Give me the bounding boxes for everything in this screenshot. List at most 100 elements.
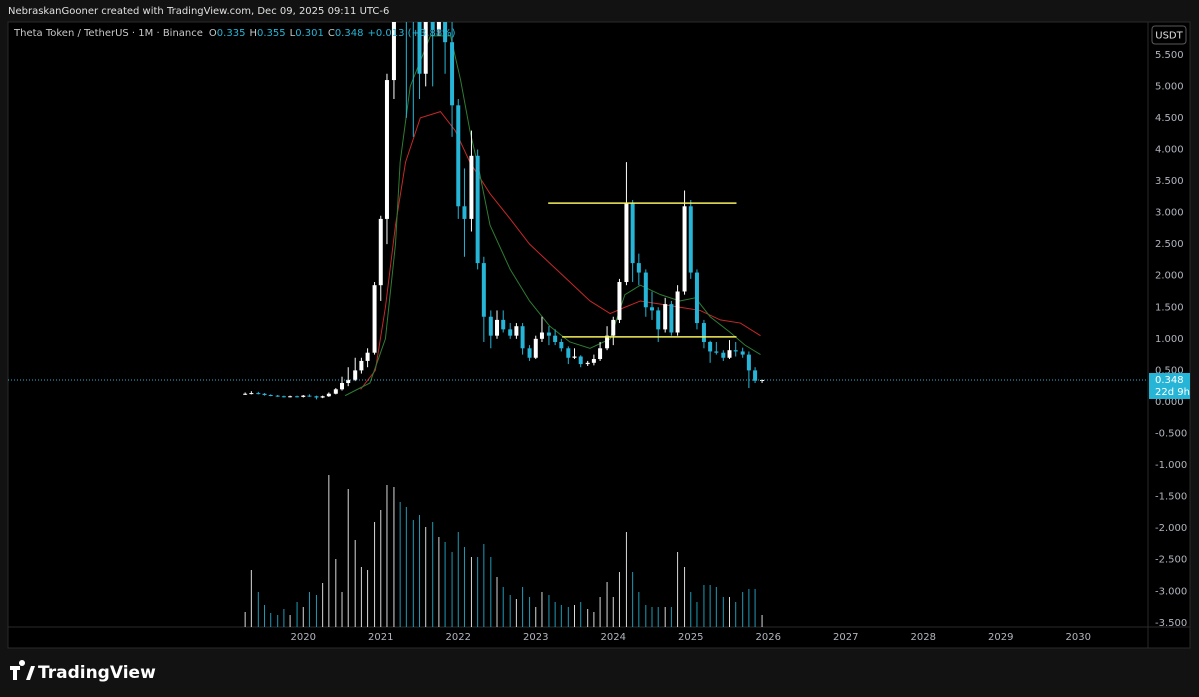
ohlc-value: 0.348 — [335, 28, 364, 39]
last-price-label: 0.348 — [1155, 375, 1184, 386]
y-tick-label: 3.000 — [1155, 208, 1184, 219]
change: +0.013 (+3.88%) — [367, 28, 455, 39]
candle-body — [578, 356, 583, 365]
candle-body — [423, 22, 428, 74]
moving-average — [360, 111, 761, 390]
x-tick-label: 2021 — [368, 632, 393, 643]
candle-body — [591, 359, 596, 363]
candle-body — [378, 218, 383, 286]
brand: TradingView — [38, 663, 156, 683]
candle-body — [314, 396, 319, 398]
x-tick-label: 2029 — [988, 632, 1013, 643]
y-tick-label: 5.000 — [1155, 81, 1184, 92]
candle-body — [714, 351, 719, 353]
candle-body — [559, 341, 564, 349]
candle-body — [262, 393, 267, 395]
candle-body — [469, 155, 474, 219]
candle-body — [585, 362, 590, 365]
candle-body — [372, 285, 377, 353]
candle-body — [443, 22, 448, 43]
candle-body — [450, 42, 455, 106]
currency-button[interactable] — [1151, 25, 1187, 45]
ohlc-key: C — [328, 28, 335, 39]
y-tick-label: 4.500 — [1155, 113, 1184, 124]
candle-body — [456, 105, 461, 207]
last-price-tag — [1149, 372, 1190, 399]
y-tick-label: 5.500 — [1155, 50, 1184, 61]
candle-body — [488, 316, 493, 336]
y-tick-label: 3.500 — [1155, 176, 1184, 187]
y-tick-label: 1.500 — [1155, 302, 1184, 313]
x-tick-label: 2030 — [1066, 632, 1091, 643]
candle-body — [359, 360, 364, 371]
candle-body — [281, 396, 286, 398]
candle-body — [663, 304, 668, 330]
candle-body — [508, 329, 513, 336]
candle-body — [384, 80, 389, 219]
y-tick-label: 1.000 — [1155, 334, 1184, 345]
candle-body — [553, 335, 558, 342]
candle-body — [520, 326, 525, 349]
x-tick-label: 2024 — [601, 632, 626, 643]
candle-body — [643, 272, 648, 308]
x-tick-label: 2023 — [523, 632, 548, 643]
y-tick-label: -1.500 — [1155, 492, 1187, 503]
candle-body — [320, 396, 325, 398]
candle-body — [624, 203, 629, 283]
candle-body — [572, 356, 577, 358]
candle-body — [391, 22, 396, 81]
x-tick-label: 2020 — [291, 632, 316, 643]
candle-body — [268, 394, 273, 396]
candle-body — [539, 332, 544, 339]
candle-body — [566, 348, 571, 358]
candle-body — [688, 206, 693, 273]
logo: TradingView — [10, 660, 156, 683]
candle-body — [760, 379, 765, 381]
candle-body — [340, 383, 345, 390]
candle-body — [275, 395, 280, 397]
candle-body — [481, 263, 486, 317]
moving-average — [344, 35, 761, 397]
plot — [8, 22, 1148, 627]
candle-body — [514, 326, 519, 336]
y-tick-label: 2.500 — [1155, 239, 1184, 250]
y-tick-label: 0.000 — [1155, 397, 1184, 408]
candle-body — [746, 354, 751, 371]
candle-body — [636, 263, 641, 273]
x-tick-label: 2027 — [833, 632, 858, 643]
candle-body — [365, 352, 370, 361]
candle-body — [740, 351, 745, 355]
y-tick-label: 2.000 — [1155, 271, 1184, 282]
candle-body — [346, 379, 351, 384]
ohlc-key: H — [249, 28, 257, 39]
x-tick-label: 2025 — [678, 632, 703, 643]
candle-body — [333, 389, 338, 394]
candle-body — [669, 304, 674, 333]
y-tick-label: -2.000 — [1155, 523, 1187, 534]
candle-body — [295, 396, 300, 398]
candle-body — [417, 22, 422, 74]
chart-panel — [7, 21, 1191, 649]
candle-body — [598, 348, 603, 360]
candle-body — [430, 22, 435, 30]
ohlc-value: 0.355 — [257, 28, 286, 39]
y-tick-label: 0.500 — [1155, 365, 1184, 376]
candle-body — [682, 206, 687, 292]
x-tick-label: 2026 — [756, 632, 781, 643]
candle-body — [501, 319, 506, 330]
y-tick-label: -2.500 — [1155, 555, 1187, 566]
candle-body — [527, 348, 532, 358]
candle-body — [650, 307, 655, 311]
candle-body — [701, 323, 706, 342]
candle-body — [307, 395, 312, 397]
symbol: Theta Token / TetherUS · 1M · Binance — [13, 28, 203, 39]
candle-body — [436, 22, 441, 30]
countdown: 22d 9h — [1155, 387, 1190, 398]
candle-body — [249, 393, 254, 395]
y-tick-label: -0.500 — [1155, 428, 1187, 439]
candle-body — [727, 350, 732, 358]
candle-body — [533, 338, 538, 358]
currency[interactable]: USDT — [1155, 31, 1183, 42]
candle-body — [656, 310, 661, 330]
